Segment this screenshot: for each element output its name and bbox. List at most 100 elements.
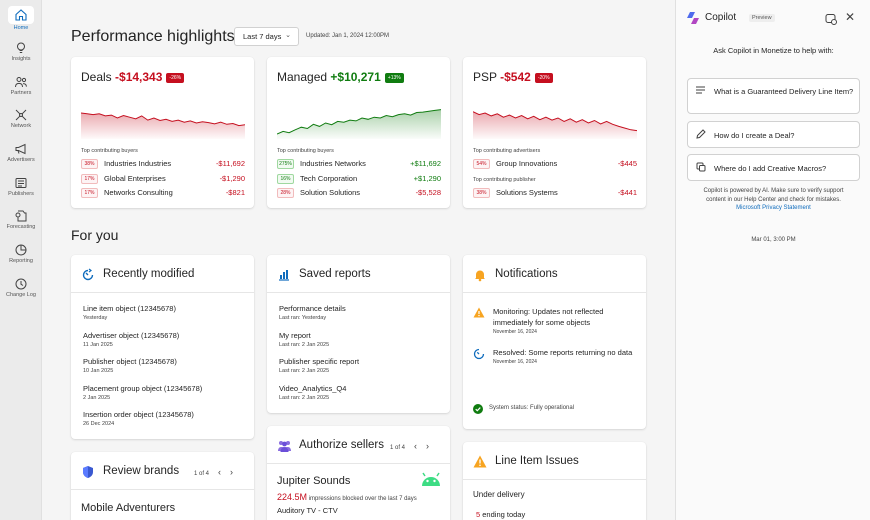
main-content: Performance highlights Last 7 days ⌄ Upd…: [42, 0, 675, 520]
deals-row[interactable]: 17% Global Enterprises -$1,290: [81, 174, 245, 186]
saved-report-item[interactable]: Performance details Last ran: Yesterday: [279, 304, 346, 321]
row-name: Industries Networks: [300, 159, 366, 168]
notification-item[interactable]: Monitoring: Updates not reflected immedi…: [473, 306, 643, 336]
recent-item-name: Advertiser object (12345678): [83, 331, 180, 340]
saved-reports-title: Saved reports: [299, 268, 371, 280]
page-title: Performance highlights: [71, 28, 235, 45]
nav-label: Insights: [11, 56, 31, 62]
nav-item-partners[interactable]: Partners: [0, 74, 42, 106]
chevron-left-icon[interactable]: ‹: [414, 441, 418, 451]
copilot-prompt[interactable]: What is a Guaranteed Delivery Line Item?: [687, 78, 860, 114]
seller-metric-text: impressions blocked over the last 7 days: [308, 496, 417, 502]
chevron-right-icon[interactable]: ›: [230, 467, 234, 477]
copilot-header: Copilot Preview ✕: [686, 10, 861, 26]
chevron-left-icon[interactable]: ‹: [218, 467, 222, 477]
psp-row[interactable]: 54% Group Innovations -$445: [473, 159, 637, 171]
recent-item[interactable]: Publisher object (12345678) 10 Jan 2025: [83, 357, 177, 374]
psp-row[interactable]: 38% Solutions Systems -$441: [473, 188, 637, 200]
warning-icon: [473, 307, 485, 318]
deals-title-row: Deals -$14,343 -26%: [81, 70, 185, 84]
managed-card[interactable]: Managed +$10,271 +13% Top contributing bu…: [267, 57, 450, 208]
managed-value: +$10,271: [330, 70, 381, 84]
copilot-disclaimer-text: Copilot is powered by AI. Make sure to v…: [703, 188, 844, 203]
saved-report-item[interactable]: Video_Analytics_Q4 Last ran: 2 Jan 2025: [279, 384, 346, 401]
saved-report-item[interactable]: Publisher specific report Last ran: 2 Jan…: [279, 357, 359, 374]
notification-text: Monitoring: Updates not reflected immedi…: [493, 307, 604, 327]
recent-item-name: Publisher object (12345678): [83, 357, 177, 366]
nav-item-change-log[interactable]: Change Log: [0, 276, 42, 308]
new-chat-icon[interactable]: [825, 13, 837, 25]
saved-report-item[interactable]: My report Last ran: 2 Jan 2025: [279, 331, 329, 348]
deals-row[interactable]: 38% Industries Industries -$11,692: [81, 159, 245, 171]
notification-date: November 16, 2024: [493, 359, 537, 365]
updated-timestamp: Updated: Jan 1, 2024 12:00PM: [306, 33, 390, 39]
resolved-icon: [473, 348, 485, 360]
nav-label: Reporting: [9, 258, 33, 264]
recent-item-name: Line item object (12345678): [83, 304, 176, 313]
date-range-dropdown[interactable]: Last 7 days ⌄: [234, 27, 299, 46]
seller-metric-row: 224.5M impressions blocked over the last…: [277, 492, 417, 502]
nav-item-reporting[interactable]: Reporting: [0, 242, 42, 274]
pencil-icon: [696, 129, 706, 139]
saved-report-date: Last ran: Yesterday: [279, 315, 327, 321]
refresh-icon: [82, 268, 94, 281]
nav-item-forecasting[interactable]: Forecasting: [0, 208, 42, 240]
nav-item-home[interactable]: Home: [0, 6, 42, 38]
notification-date: November 16, 2024: [493, 329, 537, 335]
copilot-panel: Copilot Preview ✕ Ask Copilot in Monetiz…: [675, 0, 870, 520]
nav-item-network[interactable]: Network: [0, 107, 42, 139]
close-icon[interactable]: ✕: [845, 10, 856, 24]
psp-change-badge: -20%: [534, 73, 553, 83]
row-name: Solutions Systems: [496, 188, 558, 197]
managed-row[interactable]: 28% Solution Solutions -$5,528: [277, 188, 441, 200]
system-status-label: System status:: [489, 405, 529, 411]
divider: [71, 489, 254, 490]
psp-section-label-2: Top contributing publisher: [473, 177, 536, 183]
managed-row[interactable]: 275% Industries Networks +$11,692: [277, 159, 441, 171]
report-chart-icon: [279, 270, 289, 281]
nav-item-advertisers[interactable]: Advertisers: [0, 141, 42, 173]
system-status: System status: Fully operational: [473, 403, 643, 414]
chevron-down-icon: ⌄: [285, 32, 291, 39]
recent-item[interactable]: Placement group object (12345678) 2 Jan 2…: [83, 384, 202, 401]
managed-title-row: Managed +$10,271 +13%: [277, 70, 404, 84]
saved-report-date: Last ran: 2 Jan 2025: [279, 368, 330, 374]
row-name: Tech Corporation: [300, 174, 358, 183]
saved-report-name: Performance details: [279, 304, 346, 313]
privacy-link[interactable]: Microsoft Privacy Statement: [736, 205, 811, 211]
deals-row[interactable]: 17% Networks Consulting -$821: [81, 188, 245, 200]
recent-item[interactable]: Line item object (12345678) Yesterday: [83, 304, 176, 321]
publisher-icon: [15, 178, 27, 188]
deals-section-label: Top contributing buyers: [81, 148, 138, 154]
divider: [71, 292, 254, 293]
nav-item-publishers[interactable]: Publishers: [0, 175, 42, 207]
nav-item-insights[interactable]: Insights: [0, 40, 42, 72]
sellers-pager-text: 1 of 4: [390, 445, 406, 451]
nav-label: Forecasting: [6, 224, 36, 230]
history-icon: [15, 278, 27, 290]
managed-sparkline: [277, 109, 441, 139]
psp-card[interactable]: PSP -$542 -20% Top contributing advertise…: [463, 57, 646, 208]
review-brands-title: Review brands: [103, 465, 180, 477]
nav-label: Home: [13, 25, 29, 31]
issues-count-row[interactable]: 5 ending today: [476, 510, 525, 519]
copilot-prompt[interactable]: Where do I add Creative Macros?: [687, 154, 860, 181]
row-name: Group Innovations: [496, 159, 558, 168]
preview-badge: Preview: [749, 14, 775, 22]
notifications-title: Notifications: [495, 268, 558, 280]
recent-item[interactable]: Insertion order object (12345678) 26 Dec …: [83, 410, 194, 427]
issues-count-text: ending today: [482, 510, 526, 519]
notification-item[interactable]: Resolved: Some reports returning no data…: [473, 347, 643, 366]
row-pct: 28%: [277, 188, 294, 198]
chevron-right-icon[interactable]: ›: [426, 441, 430, 451]
authorize-sellers-title: Authorize sellers: [299, 439, 385, 451]
nav-label: Partners: [10, 90, 32, 96]
divider: [463, 479, 646, 480]
nav-label: Publishers: [8, 191, 34, 197]
managed-row[interactable]: 16% Tech Corporation +$1,290: [277, 174, 441, 186]
nav-label: Change Log: [6, 292, 36, 298]
deals-card[interactable]: Deals -$14,343 -26% Top contributing buye…: [71, 57, 254, 208]
sparkline-area: [277, 109, 441, 139]
copilot-prompt[interactable]: How do I create a Deal?: [687, 121, 860, 148]
recent-item[interactable]: Advertiser object (12345678) 11 Jan 2025: [83, 331, 179, 348]
